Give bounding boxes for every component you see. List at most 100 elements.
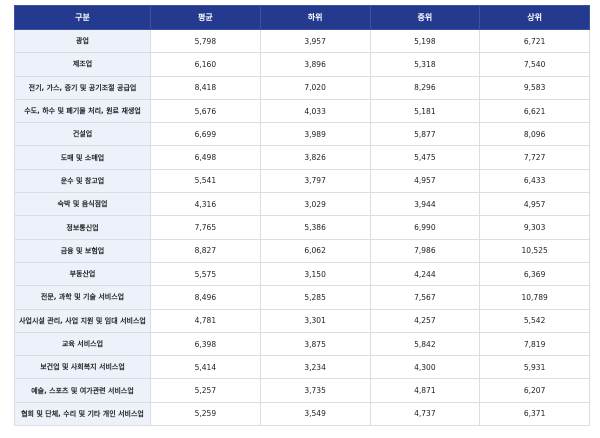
table-cell: 8,296 xyxy=(369,75,481,100)
table-cell: 3,957 xyxy=(259,28,371,54)
table-cell: 5,575 xyxy=(150,261,261,287)
table-cell: 6,990 xyxy=(369,215,481,240)
table-row: 정보통신업 7,765 5,386 6,990 9,303 xyxy=(14,215,590,240)
table-row: 협회 및 단체, 수리 및 기타 개인 서비스업 5,259 3,549 4,737 6… xyxy=(14,401,590,427)
table-cell: 4,781 xyxy=(150,308,261,333)
header-cell: 하위 xyxy=(259,5,371,30)
table-cell: 3,234 xyxy=(259,355,371,380)
table-cell: 6,398 xyxy=(150,331,261,357)
table-cell: 5,842 xyxy=(369,331,481,357)
table-row: 제조업 6,160 3,896 5,318 7,540 xyxy=(14,52,590,77)
table-cell: 4,033 xyxy=(259,98,371,124)
table-cell: 7,819 xyxy=(479,331,590,357)
table-cell: 10,525 xyxy=(479,238,590,263)
table-cell: 8,496 xyxy=(150,285,261,310)
row-label: 숙박 및 음식점업 xyxy=(14,192,151,217)
table-cell: 6,062 xyxy=(259,238,371,263)
table-cell: 5,386 xyxy=(259,215,371,240)
row-label: 수도, 하수 및 폐기물 처리, 원료 재생업 xyxy=(14,98,151,124)
row-label: 부동산업 xyxy=(14,261,151,287)
table-cell: 3,797 xyxy=(259,168,371,194)
table-cell: 5,198 xyxy=(369,28,481,54)
row-label: 전문, 과학 및 기술 서비스업 xyxy=(14,285,151,310)
row-label: 사업시설 관리, 사업 지원 및 임대 서비스업 xyxy=(14,308,151,333)
table-cell: 6,498 xyxy=(150,145,261,170)
table-row: 수도, 하수 및 폐기물 처리, 원료 재생업 5,676 4,033 5,181 6,… xyxy=(14,98,590,124)
table-cell: 3,735 xyxy=(259,378,371,403)
table-row: 보건업 및 사회복지 서비스업 5,414 3,234 4,300 5,931 xyxy=(14,355,590,380)
header-cell: 중위 xyxy=(369,5,481,30)
table-cell: 4,257 xyxy=(369,308,481,333)
table-cell: 3,896 xyxy=(259,52,371,77)
table-cell: 5,676 xyxy=(150,98,261,124)
table-row: 금융 및 보험업 8,827 6,062 7,986 10,525 xyxy=(14,238,590,263)
table-cell: 6,621 xyxy=(479,98,590,124)
table-cell: 5,414 xyxy=(150,355,261,380)
table-cell: 4,316 xyxy=(150,192,261,217)
table-row: 도매 및 소매업 6,498 3,826 5,475 7,727 xyxy=(14,145,590,170)
header-cell: 구분 xyxy=(14,5,151,30)
row-label: 교육 서비스업 xyxy=(14,331,151,357)
table-cell: 6,207 xyxy=(479,378,590,403)
table-cell: 3,150 xyxy=(259,261,371,287)
row-label: 도매 및 소매업 xyxy=(14,145,151,170)
table-cell: 5,285 xyxy=(259,285,371,310)
table-cell: 4,300 xyxy=(369,355,481,380)
table-cell: 4,244 xyxy=(369,261,481,287)
table-cell: 6,433 xyxy=(479,168,590,194)
table-row: 교육 서비스업 6,398 3,875 5,842 7,819 xyxy=(14,331,590,357)
table-cell: 5,931 xyxy=(479,355,590,380)
row-label: 협회 및 단체, 수리 및 기타 개인 서비스업 xyxy=(14,401,151,427)
table-cell: 6,160 xyxy=(150,52,261,77)
table-row: 광업 5,798 3,957 5,198 6,721 xyxy=(14,28,590,54)
table-row: 운수 및 창고업 5,541 3,797 4,957 6,433 xyxy=(14,168,590,194)
header-row: 구분 평균 하위 중위 상위 xyxy=(14,5,590,30)
table-cell: 7,540 xyxy=(479,52,590,77)
table-cell: 5,798 xyxy=(150,28,261,54)
table-cell: 4,957 xyxy=(479,192,590,217)
table-cell: 3,301 xyxy=(259,308,371,333)
table-body: 광업 5,798 3,957 5,198 6,721 제조업 6,160 3,896 5,318… xyxy=(14,28,590,427)
table-cell: 7,986 xyxy=(369,238,481,263)
header-cell: 평균 xyxy=(150,5,261,30)
row-label: 예술, 스포츠 및 여가관련 서비스업 xyxy=(14,378,151,403)
row-label: 광업 xyxy=(14,28,151,54)
table-row: 사업시설 관리, 사업 지원 및 임대 서비스업 4,781 3,301 4,257 5… xyxy=(14,308,590,333)
row-label: 전기, 가스, 증기 및 공기조절 공급업 xyxy=(14,75,151,100)
table-cell: 5,259 xyxy=(150,401,261,427)
header-cell: 상위 xyxy=(479,5,590,30)
table-row: 건설업 6,699 3,989 5,877 8,096 xyxy=(14,122,590,147)
table-cell: 8,418 xyxy=(150,75,261,100)
table-row: 숙박 및 음식점업 4,316 3,029 3,944 4,957 xyxy=(14,192,590,217)
data-table: 구분 평균 하위 중위 상위 광업 5,798 3,957 5,198 6,721 제조업 6,16… xyxy=(14,5,590,427)
table-cell: 5,877 xyxy=(369,122,481,147)
table-cell: 4,957 xyxy=(369,168,481,194)
table-cell: 6,699 xyxy=(150,122,261,147)
row-label: 금융 및 보험업 xyxy=(14,238,151,263)
table-cell: 3,875 xyxy=(259,331,371,357)
table-cell: 3,989 xyxy=(259,122,371,147)
table-cell: 7,020 xyxy=(259,75,371,100)
table-cell: 5,475 xyxy=(369,145,481,170)
table-cell: 5,257 xyxy=(150,378,261,403)
table-cell: 5,542 xyxy=(479,308,590,333)
row-label: 제조업 xyxy=(14,52,151,77)
table-cell: 9,583 xyxy=(479,75,590,100)
table-cell: 5,318 xyxy=(369,52,481,77)
table-cell: 3,029 xyxy=(259,192,371,217)
table-cell: 4,871 xyxy=(369,378,481,403)
table-cell: 7,567 xyxy=(369,285,481,310)
table-cell: 6,369 xyxy=(479,261,590,287)
table-cell: 5,541 xyxy=(150,168,261,194)
table-row: 예술, 스포츠 및 여가관련 서비스업 5,257 3,735 4,871 6,207 xyxy=(14,378,590,403)
table-cell: 5,181 xyxy=(369,98,481,124)
row-label: 정보통신업 xyxy=(14,215,151,240)
table-cell: 4,737 xyxy=(369,401,481,427)
table-cell: 3,944 xyxy=(369,192,481,217)
table-row: 전기, 가스, 증기 및 공기조절 공급업 8,418 7,020 8,296 9,58… xyxy=(14,75,590,100)
row-label: 운수 및 창고업 xyxy=(14,168,151,194)
table-cell: 6,371 xyxy=(479,401,590,427)
row-label: 건설업 xyxy=(14,122,151,147)
table-cell: 7,727 xyxy=(479,145,590,170)
